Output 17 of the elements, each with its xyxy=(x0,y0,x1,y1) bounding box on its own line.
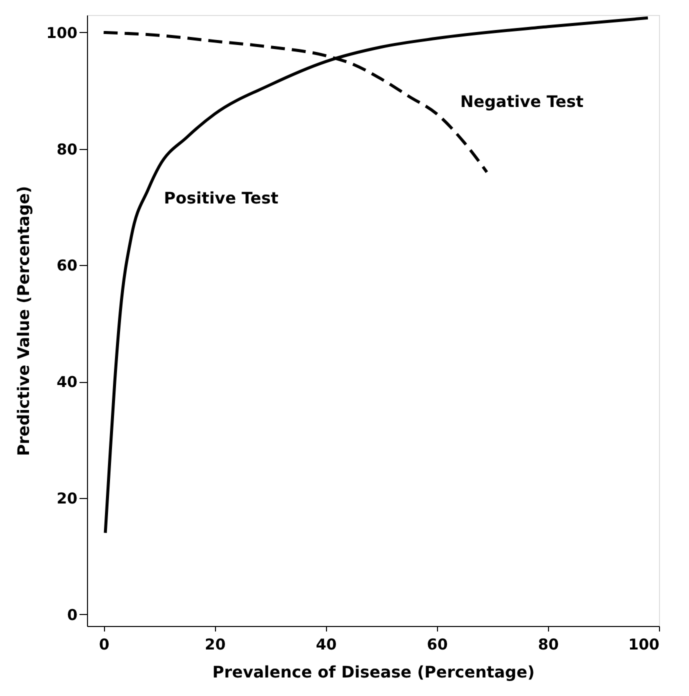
y-tick-label: 60 xyxy=(56,256,78,275)
x-tick-label: 100 xyxy=(628,636,660,654)
x-tick-label: 60 xyxy=(426,636,448,654)
x-tick-label: 80 xyxy=(538,636,559,654)
y-tick-label: 40 xyxy=(56,373,78,392)
series-label: Negative Test xyxy=(460,92,584,112)
line-series xyxy=(104,16,650,534)
y-tick-label: 0 xyxy=(67,606,78,624)
x-axis-title: Prevalence of Disease (Percentage) xyxy=(212,662,535,682)
x-tick-label: 0 xyxy=(98,636,110,654)
y-tick-label: 80 xyxy=(56,140,78,158)
x-tick-label: 20 xyxy=(204,636,226,654)
series-label: Positive Test xyxy=(164,188,279,208)
y-tick-label: 100 xyxy=(46,24,78,42)
x-tick-label: 40 xyxy=(316,636,337,654)
y-tick-label: 20 xyxy=(56,489,78,508)
y-axis-title: Predictive Value (Percentage) xyxy=(14,186,34,456)
